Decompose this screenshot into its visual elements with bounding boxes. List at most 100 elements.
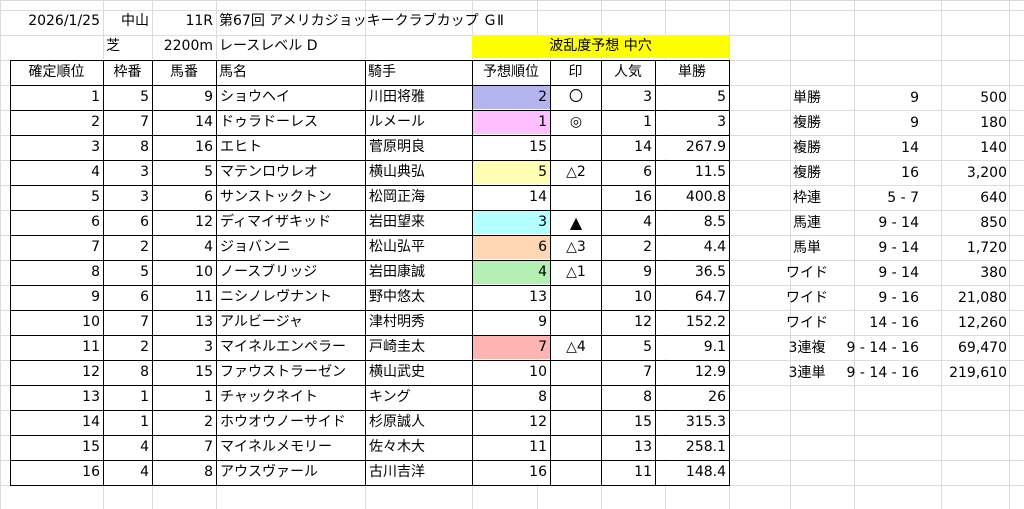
popularity-cell[interactable]: 10	[602, 286, 655, 309]
payout-combo[interactable]: 9	[910, 115, 919, 131]
horse-number-cell[interactable]: 5	[153, 161, 216, 184]
frame-number-cell[interactable]: 6	[104, 211, 152, 234]
payout-amount[interactable]: 12,260	[958, 315, 1007, 331]
jockey-cell[interactable]: 菅原明良	[366, 136, 472, 159]
final-rank-cell[interactable]: 11	[11, 336, 103, 359]
mark-cell[interactable]	[551, 436, 601, 459]
payout-type[interactable]: 単勝	[793, 90, 821, 106]
payout-combo[interactable]: 9 - 16	[878, 290, 919, 306]
win-odds-cell[interactable]: 258.1	[656, 436, 729, 459]
popularity-cell[interactable]: 4	[602, 211, 655, 234]
final-rank-cell[interactable]: 6	[11, 211, 103, 234]
final-rank-cell[interactable]: 2	[11, 111, 103, 134]
payout-combo[interactable]: 9 - 14	[878, 240, 919, 256]
popularity-cell[interactable]: 5	[602, 336, 655, 359]
mark-cell[interactable]: 〇	[551, 86, 601, 109]
popularity-cell[interactable]: 12	[602, 311, 655, 334]
horse-number-cell[interactable]: 7	[153, 436, 216, 459]
final-rank-cell[interactable]: 1	[11, 86, 103, 109]
popularity-cell[interactable]: 6	[602, 161, 655, 184]
mark-cell[interactable]	[551, 386, 601, 409]
payout-amount[interactable]: 1,720	[966, 240, 1007, 256]
header-final-rank[interactable]: 確定順位	[10, 61, 103, 84]
payout-amount[interactable]: 219,610	[949, 365, 1007, 381]
header-mark[interactable]: 印	[550, 61, 601, 84]
win-odds-cell[interactable]: 9.1	[656, 336, 729, 359]
win-odds-cell[interactable]: 400.8	[656, 186, 729, 209]
popularity-cell[interactable]: 16	[602, 186, 655, 209]
horse-name-cell[interactable]: ホウオウノーサイド	[217, 411, 365, 434]
frame-number-cell[interactable]: 7	[104, 311, 152, 334]
win-odds-cell[interactable]: 5	[656, 86, 729, 109]
jockey-cell[interactable]: 横山典弘	[366, 161, 472, 184]
horse-number-cell[interactable]: 11	[153, 286, 216, 309]
race-level[interactable]: レースレベル D	[219, 38, 318, 54]
horse-number-cell[interactable]: 2	[153, 411, 216, 434]
jockey-cell[interactable]: 松岡正海	[366, 186, 472, 209]
win-odds-cell[interactable]: 4.4	[656, 236, 729, 259]
payout-type[interactable]: 馬単	[793, 240, 821, 256]
horse-number-cell[interactable]: 3	[153, 336, 216, 359]
final-rank-cell[interactable]: 13	[11, 386, 103, 409]
jockey-cell[interactable]: キング	[366, 386, 472, 409]
predicted-rank-cell[interactable]: 9	[473, 311, 550, 334]
predicted-rank-cell[interactable]: 15	[473, 136, 550, 159]
predicted-rank-cell[interactable]: 6	[473, 236, 550, 259]
final-rank-cell[interactable]: 10	[11, 311, 103, 334]
win-odds-cell[interactable]: 11.5	[656, 161, 729, 184]
win-odds-cell[interactable]: 64.7	[656, 286, 729, 309]
header-predicted-rank[interactable]: 予想順位	[472, 61, 550, 84]
horse-name-cell[interactable]: マイネルメモリー	[217, 436, 365, 459]
mark-cell[interactable]: △1	[551, 261, 601, 284]
final-rank-cell[interactable]: 4	[11, 161, 103, 184]
horse-name-cell[interactable]: アルビージャ	[217, 311, 365, 334]
payout-amount[interactable]: 3,200	[966, 165, 1007, 181]
horse-number-cell[interactable]: 4	[153, 236, 216, 259]
payout-amount[interactable]: 380	[980, 265, 1007, 281]
payout-combo[interactable]: 16	[901, 165, 919, 181]
race-name[interactable]: 第67回 アメリカジョッキークラブカップ ＧⅡ	[219, 13, 504, 29]
final-rank-cell[interactable]: 7	[11, 236, 103, 259]
predicted-rank-cell[interactable]: 14	[473, 186, 550, 209]
jockey-cell[interactable]: 岩田康誠	[366, 261, 472, 284]
predicted-rank-cell[interactable]: 5	[473, 161, 550, 184]
horse-name-cell[interactable]: ディマイザキッド	[217, 211, 365, 234]
win-odds-cell[interactable]: 12.9	[656, 361, 729, 384]
payout-amount[interactable]: 850	[980, 215, 1007, 231]
mark-cell[interactable]	[551, 411, 601, 434]
final-rank-cell[interactable]: 3	[11, 136, 103, 159]
jockey-cell[interactable]: 岩田望来	[366, 211, 472, 234]
jockey-cell[interactable]: 野中悠太	[366, 286, 472, 309]
payout-type[interactable]: 3連複	[788, 340, 826, 356]
popularity-cell[interactable]: 1	[602, 111, 655, 134]
frame-number-cell[interactable]: 2	[104, 336, 152, 359]
horse-number-cell[interactable]: 9	[153, 86, 216, 109]
popularity-cell[interactable]: 2	[602, 236, 655, 259]
horse-number-cell[interactable]: 15	[153, 361, 216, 384]
final-rank-cell[interactable]: 5	[11, 186, 103, 209]
payout-combo[interactable]: 9 - 14 - 16	[846, 365, 919, 381]
predicted-rank-cell[interactable]: 3	[473, 211, 550, 234]
predicted-rank-cell[interactable]: 16	[473, 461, 550, 484]
mark-cell[interactable]	[551, 461, 601, 484]
horse-number-cell[interactable]: 13	[153, 311, 216, 334]
mark-cell[interactable]: ▲	[551, 211, 601, 234]
frame-number-cell[interactable]: 7	[104, 111, 152, 134]
header-frame-number[interactable]: 枠番	[103, 61, 152, 84]
mark-cell[interactable]	[551, 286, 601, 309]
horse-name-cell[interactable]: ノースブリッジ	[217, 261, 365, 284]
payout-combo[interactable]: 14 - 16	[869, 315, 919, 331]
mark-cell[interactable]: ◎	[551, 111, 601, 134]
final-rank-cell[interactable]: 12	[11, 361, 103, 384]
popularity-cell[interactable]: 8	[602, 386, 655, 409]
mark-cell[interactable]: △3	[551, 236, 601, 259]
mark-cell[interactable]	[551, 136, 601, 159]
frame-number-cell[interactable]: 6	[104, 286, 152, 309]
header-win-odds[interactable]: 単勝	[655, 61, 729, 84]
predicted-rank-cell[interactable]: 8	[473, 386, 550, 409]
mark-cell[interactable]: △2	[551, 161, 601, 184]
mark-cell[interactable]	[551, 361, 601, 384]
horse-number-cell[interactable]: 1	[153, 386, 216, 409]
frame-number-cell[interactable]: 4	[104, 461, 152, 484]
jockey-cell[interactable]: 横山武史	[366, 361, 472, 384]
